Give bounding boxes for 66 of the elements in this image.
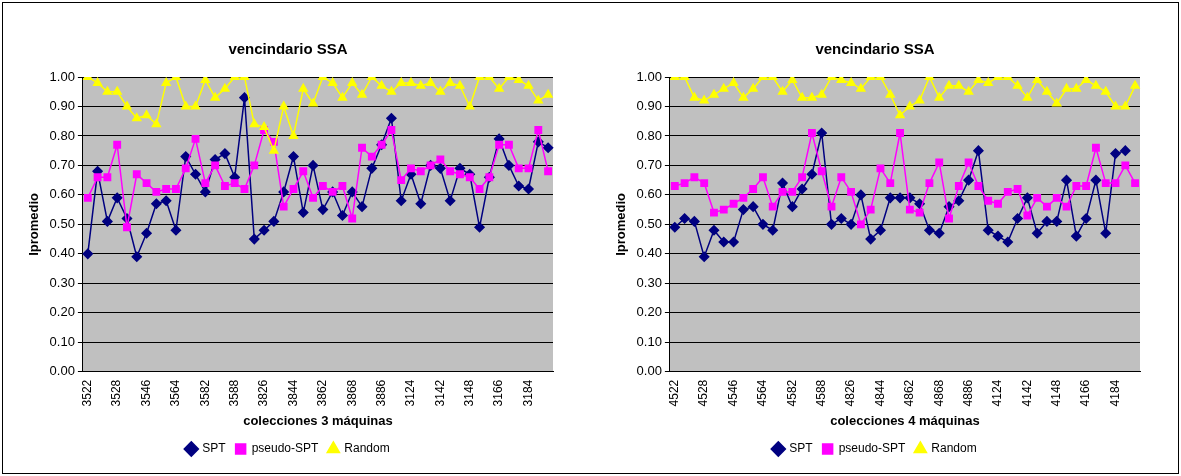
x-tick-label: 4564 [755, 379, 770, 407]
y-tick-label: 0.10 [636, 333, 662, 349]
x-tick-label: 4142 [1019, 379, 1034, 407]
x-tick-label: 3868 [344, 379, 359, 407]
x-tick-label: 4826 [843, 379, 858, 407]
x-tick-label: 4546 [725, 379, 740, 407]
y-tick-label: 0.00 [636, 363, 662, 379]
y-tick-label: 0.20 [636, 304, 662, 320]
y-tick-label: 1.00 [636, 68, 662, 84]
y-tick-label: 0.80 [49, 127, 75, 143]
x-tick-label: 3184 [520, 379, 535, 407]
y-tick-label: 0.00 [49, 363, 75, 379]
x-tick-label: 3886 [373, 379, 388, 407]
chart-title: vencindario SSA [228, 40, 348, 58]
legend-label: Random [931, 441, 977, 456]
x-tick-label: 4124 [990, 379, 1005, 407]
x-tick-label: 4844 [872, 379, 887, 407]
x-tick-label: 3142 [432, 379, 447, 407]
x-tick-label: 4148 [1049, 379, 1064, 407]
y-tick-label: 0.30 [49, 274, 75, 290]
legend-label: SPT [202, 441, 227, 456]
y-axis-title: Ipromedio [613, 192, 629, 256]
chart-title: vencindario SSA [815, 40, 935, 58]
y-tick-label: 0.70 [49, 156, 75, 172]
legend-label: pseudo-SPT [838, 441, 907, 456]
y-tick-label: 0.70 [636, 156, 662, 172]
legend-label: Random [344, 441, 390, 456]
y-tick-label: 0.60 [49, 186, 75, 202]
x-tick-label: 3826 [256, 379, 271, 407]
y-tick-label: 0.10 [49, 333, 75, 349]
x-tick-label: 3564 [168, 379, 183, 407]
x-tick-label: 3148 [462, 379, 477, 407]
x-tick-label: 3862 [315, 379, 330, 407]
x-tick-label: 4522 [667, 379, 682, 407]
x-tick-label: 4868 [931, 379, 946, 407]
x-tick-label: 4184 [1107, 379, 1122, 407]
legend-label: SPT [789, 441, 814, 456]
y-tick-label: 0.60 [636, 186, 662, 202]
x-tick-label: 3588 [227, 379, 242, 407]
y-tick-label: 0.50 [636, 215, 662, 231]
x-tick-label: 3528 [109, 379, 124, 407]
x-tick-label: 3582 [197, 379, 212, 407]
y-tick-label: 0.90 [49, 98, 75, 114]
y-tick-label: 0.90 [636, 98, 662, 114]
x-tick-label: 3124 [403, 379, 418, 407]
x-axis-title: colecciones 3 máquinas [243, 412, 393, 428]
x-tick-label: 3166 [491, 379, 506, 407]
y-tick-label: 0.40 [636, 245, 662, 261]
x-tick-label: 4588 [814, 379, 829, 407]
y-tick-label: 0.30 [636, 274, 662, 290]
x-tick-label: 4166 [1078, 379, 1093, 407]
x-tick-label: 3546 [138, 379, 153, 407]
y-tick-label: 1.00 [49, 68, 75, 84]
legend-label: pseudo-SPT [251, 441, 320, 456]
y-tick-label: 0.20 [49, 304, 75, 320]
y-tick-label: 0.80 [636, 127, 662, 143]
x-tick-label: 3844 [285, 379, 300, 407]
y-tick-label: 0.40 [49, 245, 75, 261]
y-axis-title: Ipromedio [26, 192, 42, 256]
x-tick-label: 4862 [902, 379, 917, 407]
x-tick-label: 4582 [784, 379, 799, 407]
x-tick-label: 3522 [80, 379, 95, 407]
x-tick-label: 4886 [960, 379, 975, 407]
x-axis-title: colecciones 4 máquinas [830, 412, 980, 428]
x-tick-label: 4528 [696, 379, 711, 407]
y-tick-label: 0.50 [49, 215, 75, 231]
